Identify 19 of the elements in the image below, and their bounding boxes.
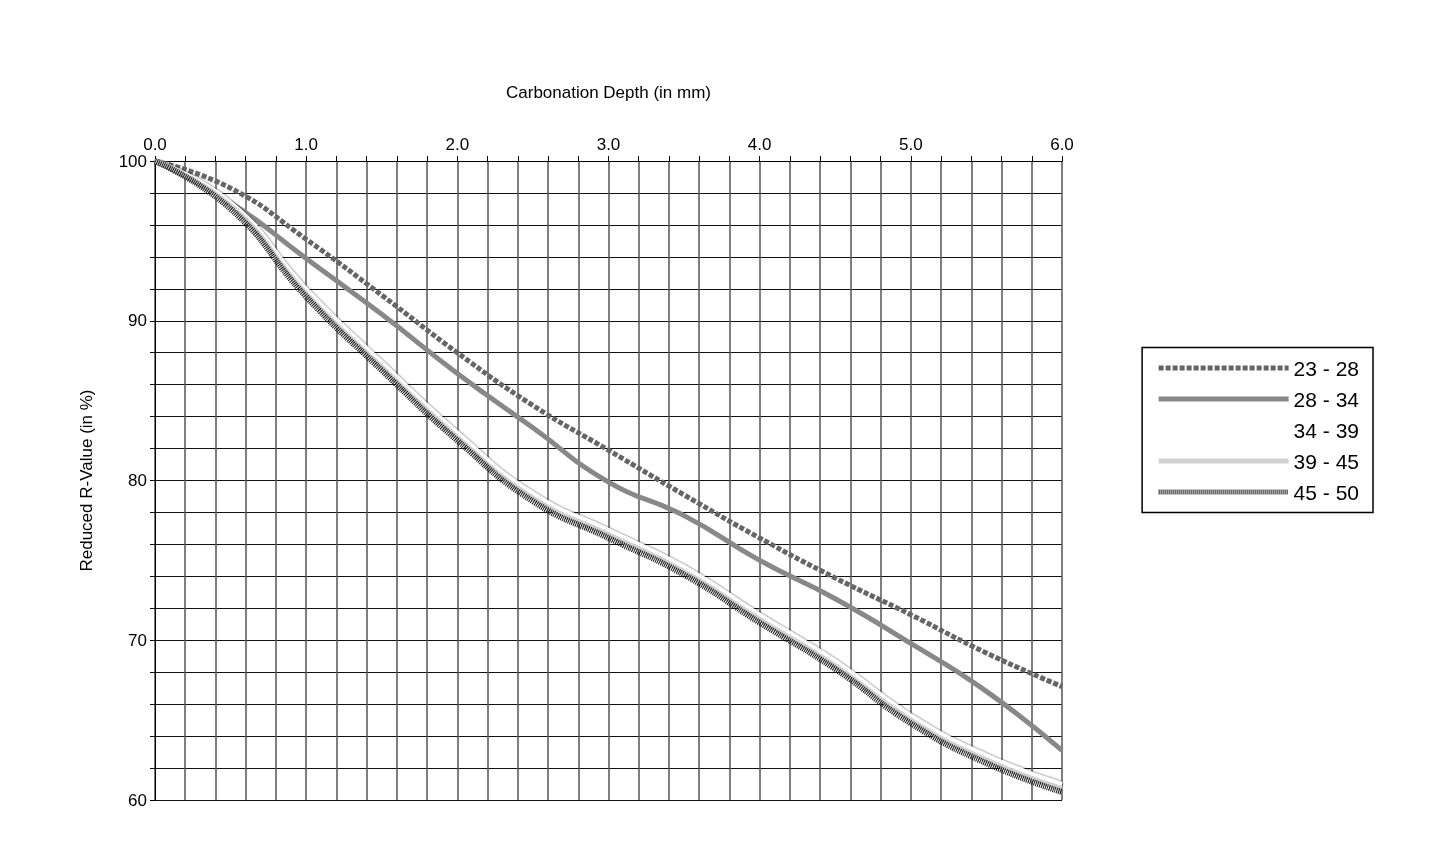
- x-axis-title: Carbonation Depth (in mm): [505, 83, 712, 102]
- x-tick-label: 6.0: [1050, 135, 1074, 154]
- y-tick-label: 90: [128, 311, 147, 331]
- x-tick-label: 5.0: [899, 135, 923, 154]
- text: 45 - 50: [1293, 480, 1360, 504]
- x-tick-label: 0.0: [143, 135, 167, 154]
- text: 28 - 34: [1293, 387, 1360, 411]
- y-tick-label: 60: [128, 790, 147, 810]
- x-tick-label: 3.0: [596, 135, 621, 154]
- text: 39 - 45: [1293, 449, 1360, 473]
- y-tick-label: 100: [118, 151, 147, 171]
- x-tick-label: 1.0: [294, 135, 318, 154]
- x-tick-label: 2.0: [445, 135, 470, 154]
- text: 23 - 28: [1293, 356, 1360, 380]
- y-axis-title: Reduced R-Value (in %): [77, 389, 96, 572]
- text: 34 - 39: [1293, 418, 1360, 442]
- y-tick-label: 80: [128, 471, 147, 490]
- x-tick-label: 4.0: [747, 135, 772, 154]
- y-tick-label: 70: [128, 630, 147, 650]
